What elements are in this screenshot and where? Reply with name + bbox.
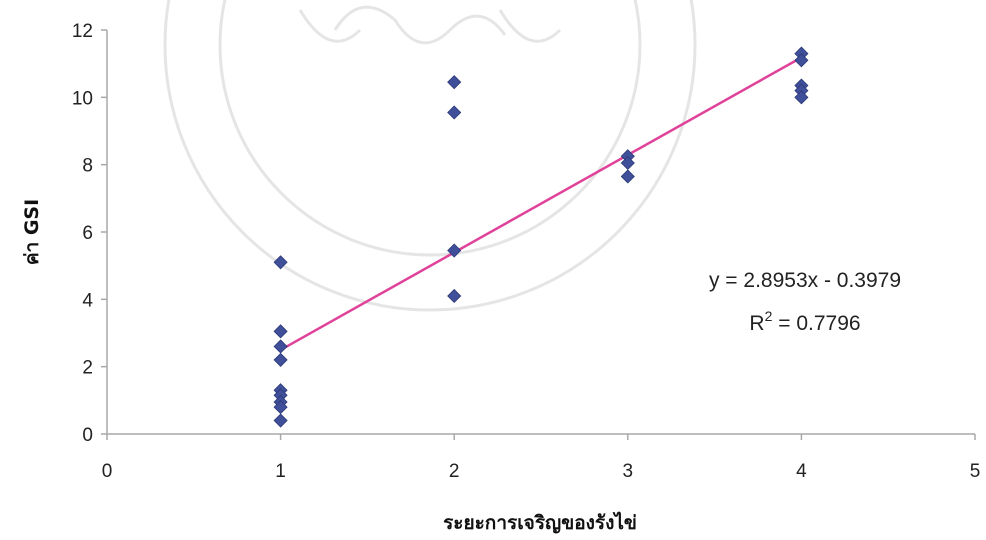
y-axis-title: ค่า GSI — [21, 199, 43, 265]
x-tick-label: 3 — [623, 461, 634, 482]
r-squared-label: R2 = 0.7796 — [749, 308, 860, 335]
data-point — [273, 324, 288, 339]
trendline-equation: y = 2.8953x - 0.3979 — [709, 269, 901, 292]
data-point — [447, 288, 462, 304]
data-points — [273, 46, 809, 428]
trendline — [279, 56, 803, 352]
data-point — [447, 105, 462, 120]
data-point — [273, 413, 288, 428]
data-point — [273, 255, 288, 270]
data-point — [447, 243, 462, 258]
watermark-seal — [163, 0, 697, 312]
data-point — [273, 339, 288, 354]
r-squared-prefix: R — [749, 312, 764, 335]
trendline-group — [279, 56, 803, 352]
y-tick-label: 0 — [82, 425, 93, 446]
y-tick-label: 2 — [82, 358, 93, 379]
y-tick-label: 12 — [72, 21, 93, 42]
x-tick-label: 5 — [970, 461, 981, 482]
y-tick-label: 8 — [82, 156, 93, 177]
x-tick-label: 1 — [275, 461, 286, 482]
x-tick-label: 0 — [102, 461, 113, 482]
y-tick-label: 10 — [72, 88, 93, 109]
y-tick-label: 4 — [82, 290, 93, 311]
data-point — [447, 75, 462, 90]
y-axis-ticks: 0 2 4 6 8 10 12 — [72, 21, 107, 446]
data-point — [794, 53, 809, 68]
x-axis-title: ระยะการเจริญของรังไข่ — [443, 511, 637, 534]
r-squared-superscript: 2 — [765, 308, 773, 324]
data-point — [620, 169, 635, 184]
data-point — [273, 352, 288, 367]
x-tick-label: 4 — [796, 461, 807, 482]
y-tick-label: 6 — [82, 223, 93, 244]
r-squared-value: = 0.7796 — [772, 312, 860, 335]
x-tick-label: 2 — [449, 461, 460, 482]
data-point — [794, 90, 809, 105]
x-axis-ticks: 0 1 2 3 4 5 — [102, 434, 981, 482]
